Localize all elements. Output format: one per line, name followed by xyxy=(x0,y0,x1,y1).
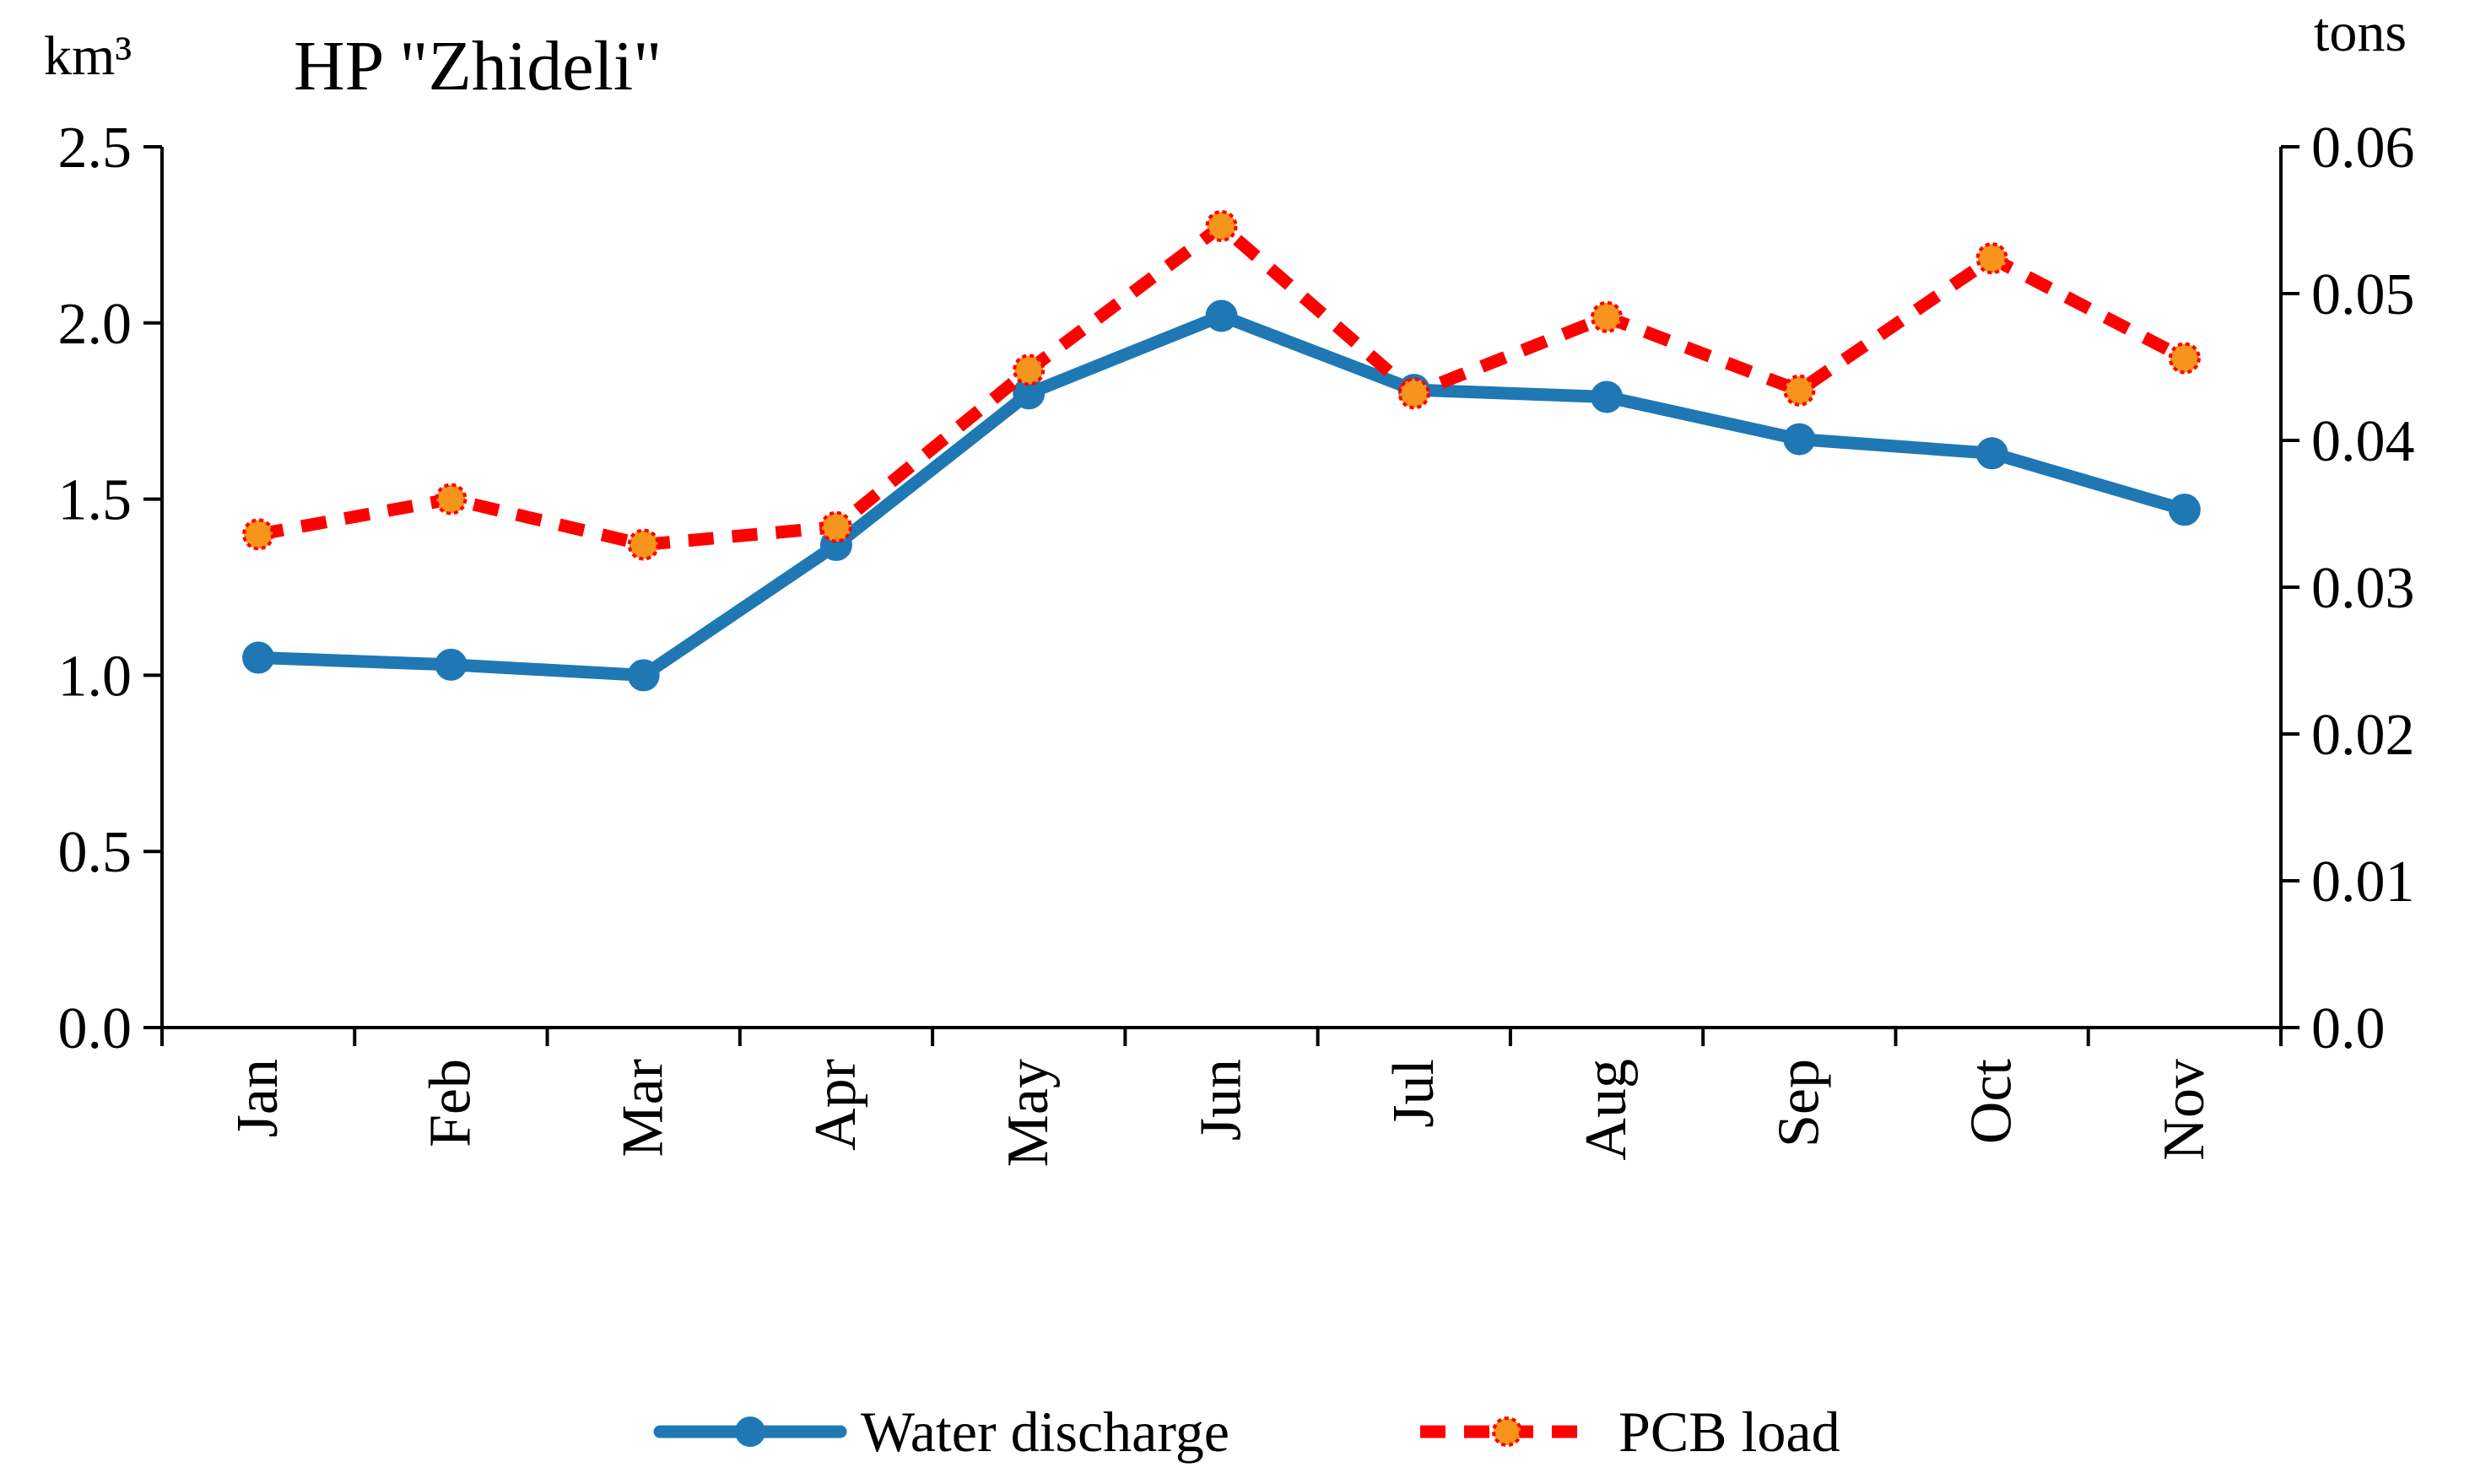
y-right-tick-label: 0.0 xyxy=(2311,996,2386,1061)
series-layer xyxy=(242,209,2201,692)
water-discharge-point xyxy=(1975,437,2008,470)
x-tick-label: Apr xyxy=(803,1059,868,1151)
x-tick-label: May xyxy=(996,1059,1061,1167)
water-discharge-point xyxy=(627,659,660,692)
y-left-unit: km³ xyxy=(44,25,132,87)
pcb-load-point xyxy=(819,510,852,543)
water-discharge-point xyxy=(1591,380,1624,413)
water-discharge-line xyxy=(251,309,2191,682)
y-right-tick-label: 0.01 xyxy=(2311,850,2415,915)
pcb-load-point xyxy=(1591,300,1624,333)
pcb-load-point xyxy=(242,518,275,551)
pcb-load-point xyxy=(1397,377,1430,410)
pcb-load-point xyxy=(2168,342,2201,375)
pcb-load-point xyxy=(627,528,660,561)
x-tick-label: Nov xyxy=(2152,1059,2217,1161)
pcb-load-point xyxy=(1205,209,1238,242)
legend-pcb-load-marker xyxy=(1492,1417,1522,1447)
x-tick-label: Feb xyxy=(418,1059,483,1147)
x-tick-label: Aug xyxy=(1574,1059,1639,1161)
legend-pcb-load-label: PCB load xyxy=(1618,1400,1840,1464)
pcb-load-point xyxy=(1783,374,1816,407)
y-right-unit: tons xyxy=(2314,2,2407,63)
y-left-tick-label: 0.0 xyxy=(58,996,132,1061)
chart-title: HP "Zhideli" xyxy=(294,27,662,105)
water-discharge-point xyxy=(1783,423,1816,456)
water-discharge-point xyxy=(2168,494,2201,526)
y-left-tick-label: 2.5 xyxy=(58,116,132,181)
pcb-load-point xyxy=(1013,353,1046,386)
legend-water-discharge-label: Water discharge xyxy=(861,1400,1229,1464)
water-discharge-point xyxy=(435,648,467,681)
y-right-tick-label: 0.03 xyxy=(2311,556,2415,621)
x-tick-label: Jul xyxy=(1381,1059,1446,1128)
water-discharge-point xyxy=(242,641,275,674)
pcb-load-point xyxy=(435,483,467,515)
y-left-tick-label: 0.5 xyxy=(58,820,132,885)
y-left-tick-label: 2.0 xyxy=(58,292,132,357)
y-right-tick-label: 0.02 xyxy=(2311,703,2415,768)
water-discharge-point xyxy=(1205,299,1238,332)
y-right-tick-label: 0.05 xyxy=(2311,262,2415,327)
axes: 0.0 0.5 1.0 1.5 2.0 2.5 0.0 0.01 0.02 0.03 0.04 0.0… xyxy=(58,116,2415,1167)
y-left-tick-label: 1.5 xyxy=(58,468,132,533)
pcb-load-line xyxy=(257,219,2188,551)
pcb-load-point xyxy=(1975,242,2008,275)
legend-water-discharge-marker xyxy=(735,1417,765,1447)
x-tick-label: Mar xyxy=(611,1059,676,1158)
x-tick-label: Jan xyxy=(225,1059,290,1137)
legend: Water discharge PCB load xyxy=(653,1400,1840,1464)
y-right-tick-label: 0.04 xyxy=(2311,409,2415,474)
x-tick-label: Sep xyxy=(1766,1059,1831,1147)
x-tick-label: Jun xyxy=(1189,1059,1254,1141)
y-right-tick-label: 0.06 xyxy=(2311,116,2415,181)
x-tick-label: Oct xyxy=(1959,1058,2024,1144)
y-left-tick-label: 1.0 xyxy=(58,644,132,709)
